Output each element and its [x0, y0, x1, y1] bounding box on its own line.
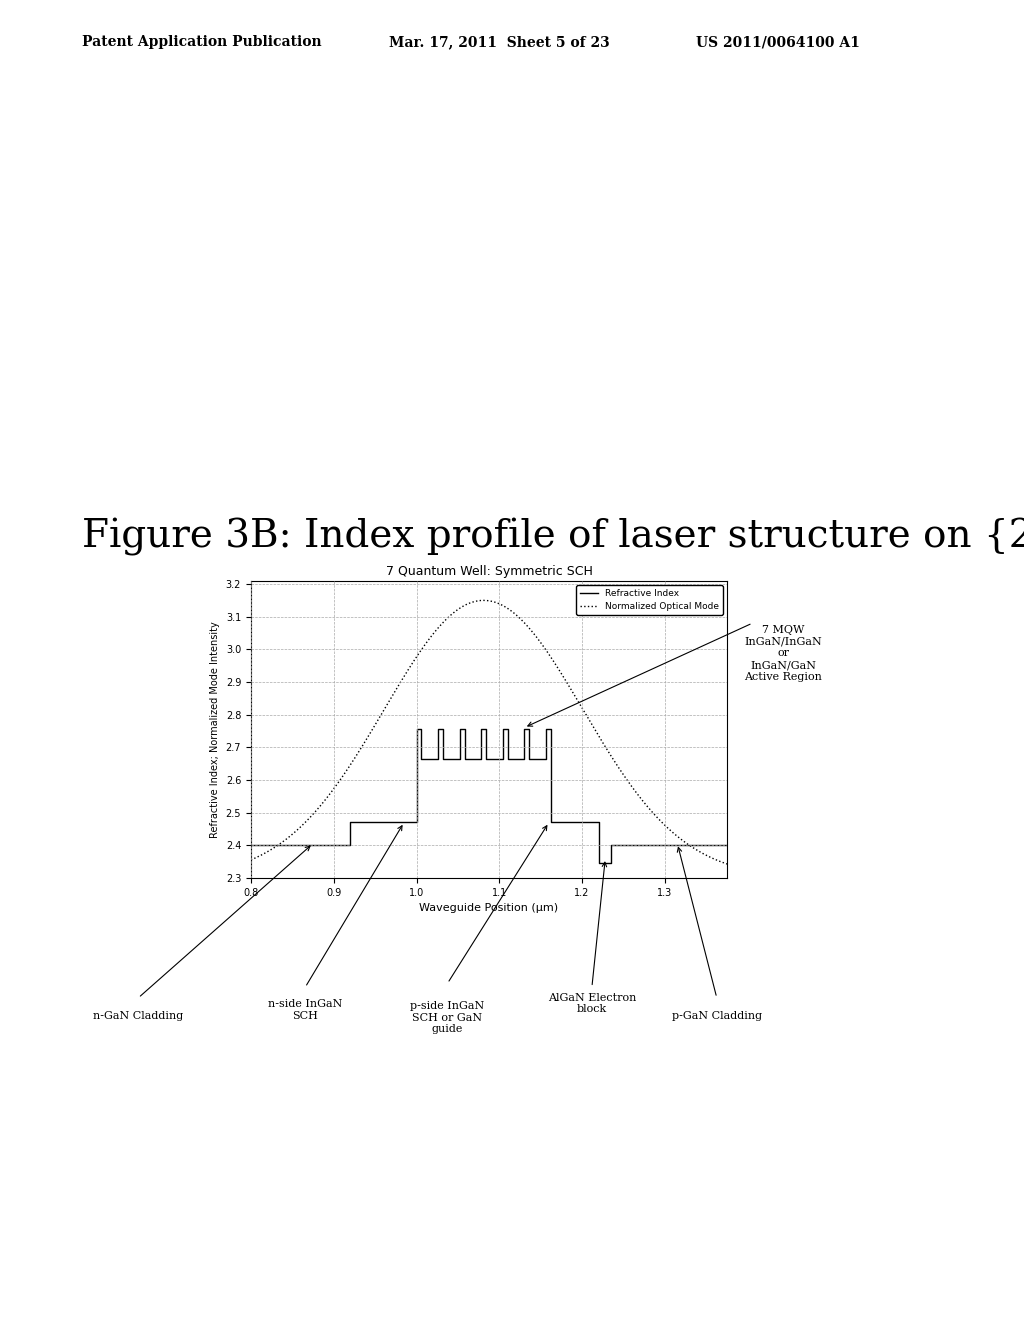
Text: p-GaN Cladding: p-GaN Cladding — [672, 1011, 762, 1022]
X-axis label: Waveguide Position (μm): Waveguide Position (μm) — [420, 903, 558, 913]
Normalized Optical Mode — [293, 820, 305, 836]
Text: p-side InGaN
SCH or GaN
guide: p-side InGaN SCH or GaN guide — [411, 1001, 484, 1035]
Normalized Optical Mode — [437, 614, 450, 630]
Y-axis label: Refractive Index; Normalized Mode Intensity: Refractive Index; Normalized Mode Intens… — [210, 620, 220, 838]
Normalized Optical Mode — [245, 851, 257, 867]
Text: US 2011/0064100 A1: US 2011/0064100 A1 — [696, 36, 860, 49]
Text: AlGaN Electron
block: AlGaN Electron block — [548, 993, 636, 1015]
Refractive Index — [416, 721, 428, 737]
Refractive Index — [411, 721, 423, 737]
Refractive Index — [593, 855, 605, 871]
Text: n-GaN Cladding: n-GaN Cladding — [93, 1011, 183, 1022]
Refractive Index — [475, 751, 487, 767]
Line: Refractive Index: Refractive Index — [251, 729, 727, 863]
Normalized Optical Mode — [477, 593, 489, 609]
Normalized Optical Mode — [455, 599, 467, 615]
Refractive Index — [245, 837, 257, 853]
Normalized Optical Mode — [616, 766, 629, 781]
Legend: Refractive Index, Normalized Optical Mode: Refractive Index, Normalized Optical Mod… — [577, 585, 723, 615]
Line: Normalized Optical Mode: Normalized Optical Mode — [251, 601, 727, 865]
Normalized Optical Mode — [572, 694, 585, 710]
Text: Patent Application Publication: Patent Application Publication — [82, 36, 322, 49]
Text: Mar. 17, 2011  Sheet 5 of 23: Mar. 17, 2011 Sheet 5 of 23 — [389, 36, 610, 49]
Text: n-side InGaN
SCH: n-side InGaN SCH — [268, 999, 342, 1022]
Normalized Optical Mode — [721, 857, 733, 873]
Refractive Index — [545, 814, 557, 830]
Refractive Index — [497, 721, 509, 737]
Title: 7 Quantum Well: Symmetric SCH: 7 Quantum Well: Symmetric SCH — [385, 565, 593, 578]
Refractive Index — [437, 721, 450, 737]
Refractive Index — [721, 837, 733, 853]
Refractive Index — [454, 751, 466, 767]
Normalized Optical Mode — [625, 777, 637, 793]
Text: Figure 3B: Index profile of laser structure on {20-21}: Figure 3B: Index profile of laser struct… — [82, 519, 1024, 556]
Text: 7 MQW
InGaN/InGaN
or
InGaN/GaN
Active Region: 7 MQW InGaN/InGaN or InGaN/GaN Active Re… — [744, 626, 822, 681]
